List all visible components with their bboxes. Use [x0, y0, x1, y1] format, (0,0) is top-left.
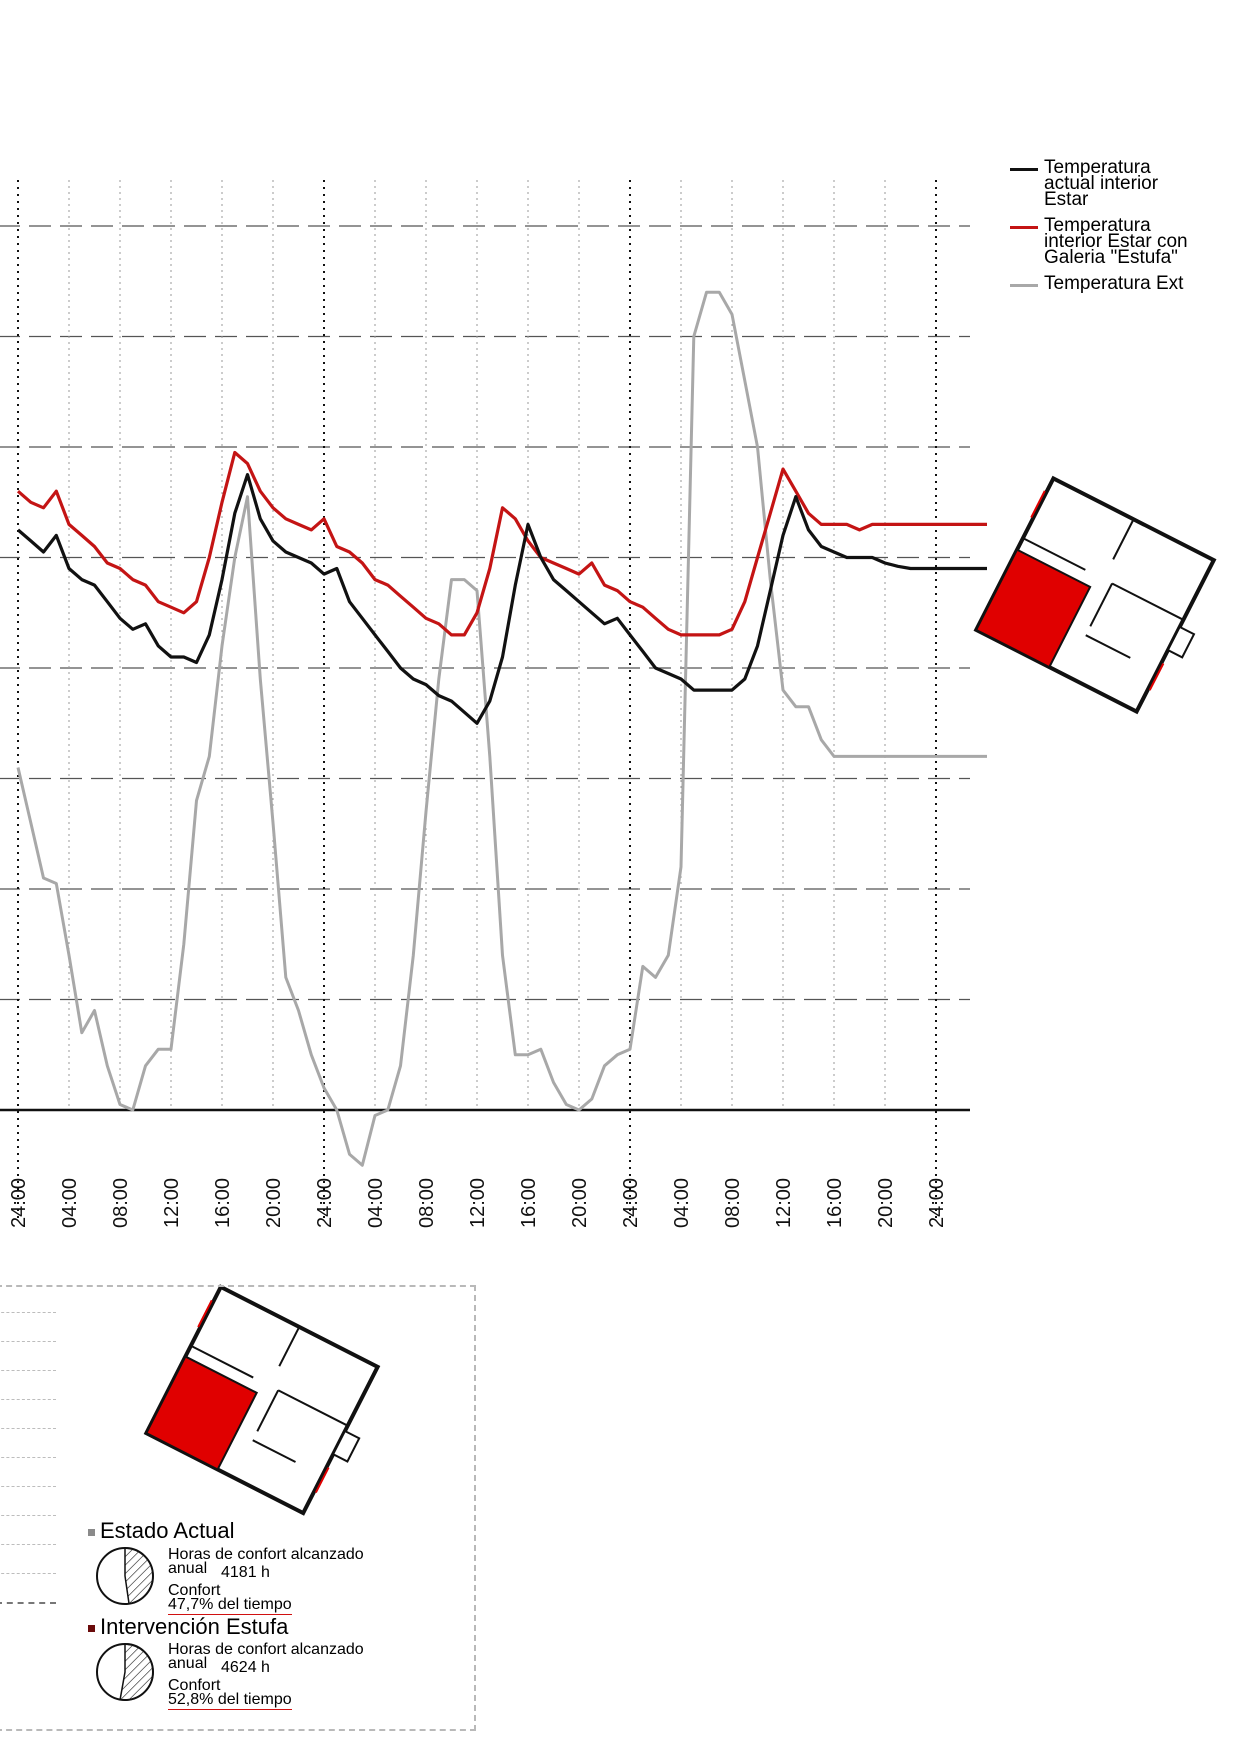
intervencion-confort: Confort [168, 1677, 221, 1694]
intervencion-line2: anual [168, 1655, 208, 1672]
panel-dash [0, 1602, 56, 1604]
panel-dash [0, 1428, 56, 1429]
x-tick-label: 12:00 [467, 1178, 489, 1228]
vertical-gridlines [17, 180, 937, 1220]
floor-plan-icon-small [143, 1284, 381, 1516]
x-tick-label: 08:00 [110, 1178, 132, 1228]
x-tick-label: 16:00 [518, 1178, 540, 1228]
pie-slice [119, 1643, 154, 1701]
chart-legend: Temperatura actual interior Estar Temper… [1010, 157, 1235, 302]
x-tick-label: 24:00 [8, 1178, 30, 1228]
comfort-panel: Estado Actual Horas de confort alcanzado… [0, 1285, 476, 1731]
legend-item-estufa: Temperatura interior Estar con Galeria "… [1010, 215, 1235, 268]
series-line-0 [16, 473, 987, 725]
panel-dash [0, 1399, 56, 1400]
panel-dash [0, 1370, 56, 1371]
estado-actual-pie-icon [96, 1547, 154, 1605]
x-tick-label: 04:00 [671, 1178, 693, 1228]
legend-swatch-black [1010, 168, 1038, 171]
intervencion-line1: Horas de confort alcanzado [168, 1641, 364, 1658]
legend-swatch-grey [1010, 284, 1038, 287]
estado-actual-hours: 4181 h [221, 1564, 270, 1581]
x-tick-label: 24:00 [926, 1178, 948, 1228]
panel-dash [0, 1457, 56, 1458]
estado-actual-percent: 47,7% del tiempo [168, 1596, 292, 1615]
estado-actual-label: Estado Actual [100, 1518, 235, 1543]
panel-dash [0, 1312, 56, 1313]
x-tick-label: 04:00 [59, 1178, 81, 1228]
horizontal-gridlines [0, 225, 970, 1001]
x-tick-label: 20:00 [875, 1178, 897, 1228]
x-tick-label: 16:00 [824, 1178, 846, 1228]
floor-plan-icon [973, 475, 1217, 715]
estado-actual-bullet [88, 1528, 95, 1536]
x-tick-label: 08:00 [722, 1178, 744, 1228]
pie-slice [124, 1547, 154, 1605]
panel-dash [0, 1515, 56, 1516]
panel-dash [0, 1486, 56, 1487]
x-tick-label: 20:00 [569, 1178, 591, 1228]
intervencion-hours: 4624 h [221, 1659, 270, 1676]
series-layer [16, 290, 987, 1167]
legend-swatch-red [1010, 226, 1038, 229]
panel-dash [0, 1341, 56, 1342]
estado-actual-confort: Confort [168, 1582, 221, 1599]
panel-dash [0, 1573, 56, 1574]
legend-item-actual: Temperatura actual interior Estar [1010, 157, 1235, 210]
series-line-2 [16, 290, 987, 1167]
x-tick-label: 24:00 [620, 1178, 642, 1228]
legend-label-actual: Temperatura actual interior Estar [1044, 157, 1159, 210]
panel-dash [0, 1544, 56, 1545]
estado-actual-line2: anual [168, 1560, 208, 1577]
intervencion-pie-icon [96, 1643, 154, 1701]
legend-label-ext: Temperatura Ext [1044, 273, 1184, 294]
intervencion-label: Intervención Estufa [100, 1614, 289, 1639]
x-tick-label: 16:00 [212, 1178, 234, 1228]
estado-actual-percent-text: 47,7% del tiempo [168, 1596, 292, 1615]
intervencion-percent: 52,8% del tiempo [168, 1691, 292, 1710]
legend-item-ext: Temperatura Ext [1010, 273, 1235, 294]
intervencion-bullet [88, 1624, 95, 1632]
legend-label-estufa: Temperatura interior Estar con Galeria "… [1044, 215, 1188, 268]
estado-actual-line1: Horas de confort alcanzado [168, 1546, 364, 1563]
x-tick-label: 12:00 [161, 1178, 183, 1228]
x-tick-label: 12:00 [773, 1178, 795, 1228]
x-tick-labels: 24:00 04:00 08:00 12:00 16:00 20:00 24:00 04:00… [8, 1178, 948, 1228]
series-line-1 [16, 450, 987, 637]
estado-actual-title: Estado Actual [88, 1519, 235, 1543]
x-tick-label: 04:00 [365, 1178, 387, 1228]
x-tick-label: 24:00 [314, 1178, 336, 1228]
x-tick-label: 08:00 [416, 1178, 438, 1228]
x-tick-label: 20:00 [263, 1178, 285, 1228]
intervencion-title: Intervención Estufa [88, 1615, 288, 1639]
intervencion-percent-text: 52,8% del tiempo [168, 1691, 292, 1710]
